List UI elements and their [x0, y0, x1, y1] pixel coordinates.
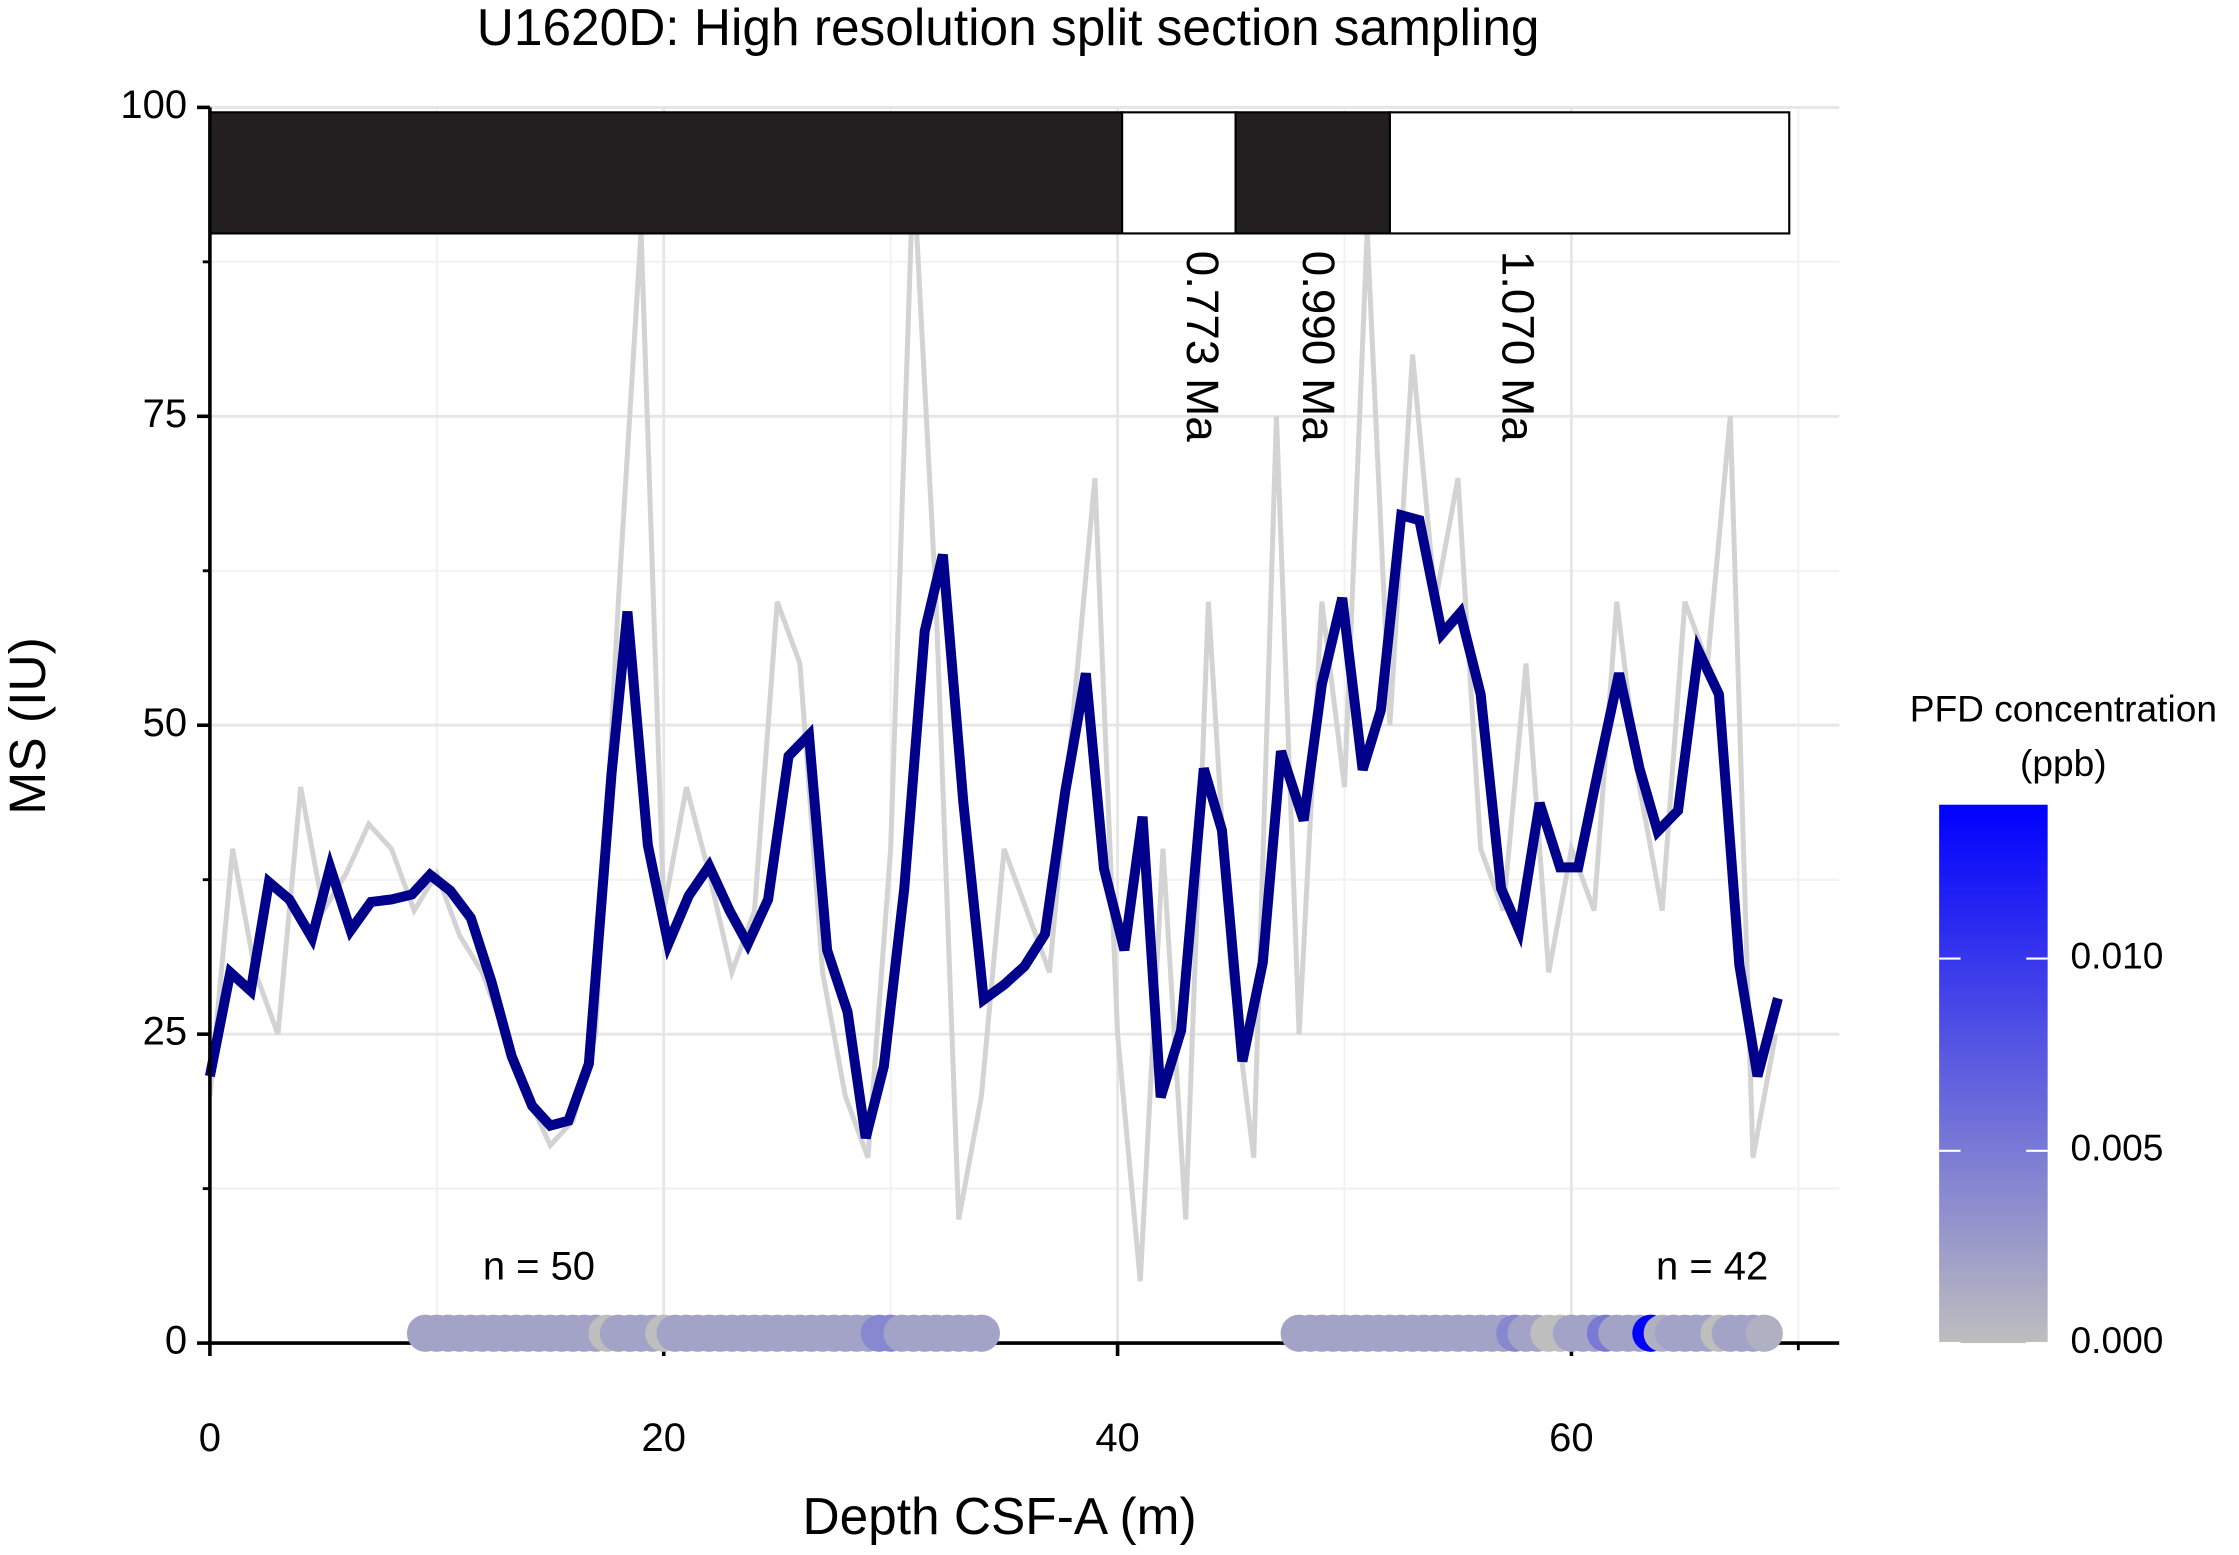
y-tick-label: 75 [143, 392, 187, 436]
colorbar-tick-label: 0.005 [2071, 1127, 2164, 1169]
raw-layer [209, 169, 1779, 1282]
age-annotation: 0.990 Ma [1293, 251, 1344, 443]
y-tick-label: 100 [120, 83, 187, 127]
polarity-segment [1234, 111, 1391, 235]
age-annotation: 1.070 Ma [1493, 251, 1544, 443]
line [205, 508, 1783, 1140]
grid [208, 105, 1840, 1345]
x-tick-label: 60 [1549, 1416, 1593, 1460]
line [209, 169, 1779, 1282]
sample-count: n = 42 [1656, 1244, 1768, 1288]
colorbar-tick-label: 0.000 [2071, 1319, 2164, 1361]
x-tick-label: 20 [642, 1416, 686, 1460]
sample-count: n = 50 [483, 1244, 595, 1288]
age-annotation: 0.773 Ma [1177, 251, 1228, 443]
x-tick-label: 40 [1095, 1416, 1139, 1460]
y-tick-label: 25 [143, 1010, 187, 1054]
x-axis-title: Depth CSF-A (m) [802, 1487, 1196, 1545]
colorbar-title: (ppb) [2020, 742, 2107, 784]
sample-point [1745, 1314, 1783, 1352]
y-tick-label: 50 [143, 701, 187, 745]
chart-title: U1620D: High resolution split section sa… [477, 0, 1540, 56]
sample-point [962, 1314, 1000, 1352]
x-tick-label: 0 [199, 1416, 221, 1460]
polarity-segment [208, 111, 1124, 235]
y-tick-label: 0 [165, 1319, 187, 1363]
polarity-segment [1388, 111, 1791, 235]
colorbar [1939, 804, 2048, 1344]
polarity-segment [1121, 111, 1237, 235]
colorbar-tick-label: 0.010 [2071, 934, 2164, 976]
y-axis-title: MS (IU) [0, 637, 56, 815]
main-layer: 0.773 Ma 0.990 Ma 1.070 Ma 0 25 50 75 100 0 20 40 6… [120, 83, 2163, 1460]
colorbar-title: PFD concentration [1910, 687, 2217, 729]
